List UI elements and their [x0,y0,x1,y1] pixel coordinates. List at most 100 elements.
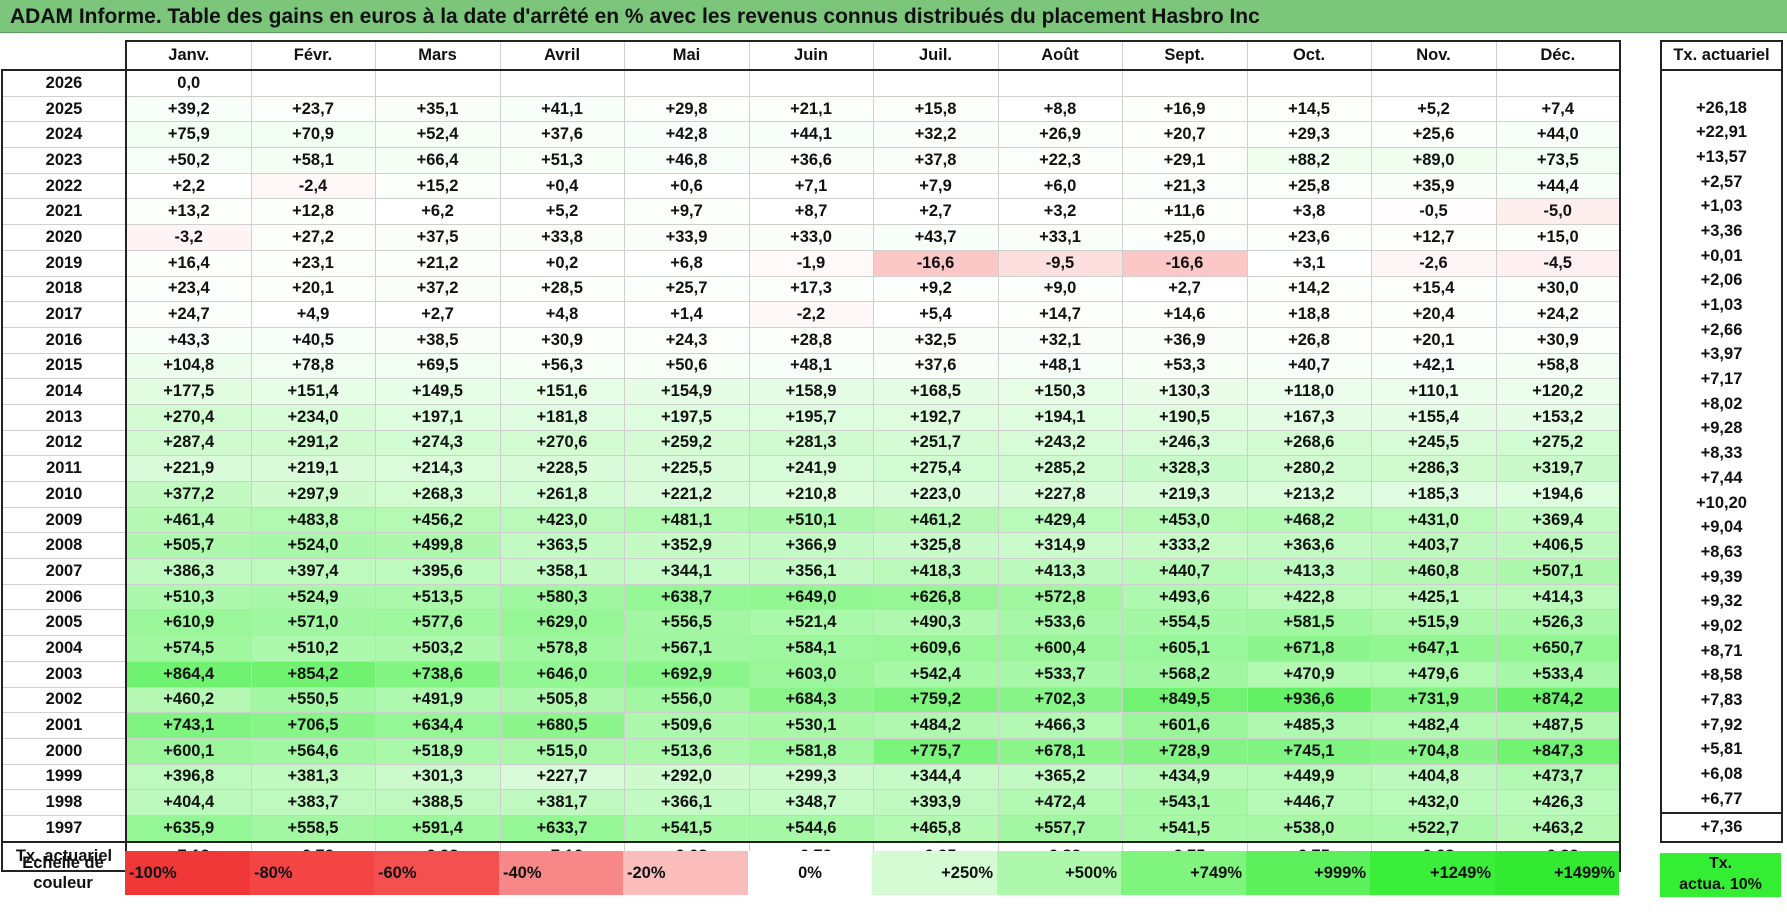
gain-cell: +344,4 [872,763,999,791]
year-row: 2021 +13,2 +12,8 +6,2 +5,2 +9,7 +8,7 +2,7 +3,2 +1… [1,198,1621,226]
gain-cell: +168,5 [872,378,999,405]
color-scale-label-line2: couleur [33,874,93,892]
gain-cell: +35,9 [1370,172,1497,200]
year-label: 2014 [1,378,127,405]
year-row: 2013 +270,4 +234,0 +197,1 +181,8 +197,5 +195,7… [1,403,1621,431]
gain-cell: +246,3 [1121,429,1248,457]
actuarial-rate-cell: +7,83 [1660,688,1783,713]
gain-cell: +468,2 [1246,506,1372,534]
gain-cell: +155,4 [1370,403,1497,431]
gain-cell: +268,3 [374,481,501,508]
gain-cell: +601,6 [1121,712,1248,739]
gain-cell: +44,1 [748,121,874,149]
year-label: 2005 [1,609,127,637]
gain-cell: +32,5 [872,326,999,354]
gain-cell: +524,9 [250,583,376,611]
gain-cell: +44,4 [1495,172,1621,200]
gain-cell: +42,8 [623,121,750,149]
gain-cell: +9,0 [997,275,1123,303]
year-row: 2005 +610,9 +571,0 +577,6 +629,0 +556,5 +521,4… [1,609,1621,637]
actuarial-rate-cell: +2,57 [1660,169,1783,195]
gain-cell: +259,2 [623,429,750,457]
year-row: 2020 -3,2 +27,2 +37,5 +33,8 +33,9 +33,0 +43,7 +3… [1,224,1621,251]
year-row: 2014 +177,5 +151,4 +149,5 +151,6 +154,9 +158,9… [1,378,1621,405]
gain-cell: +287,4 [125,429,252,457]
gain-cell: +29,8 [623,95,750,123]
gain-cell: +23,4 [125,275,252,303]
gain-cell: +550,5 [250,686,376,714]
gain-cell: +23,1 [250,249,376,277]
gain-cell: +578,8 [499,635,625,662]
gain-cell: +167,3 [1246,403,1372,431]
gain-cell: +120,2 [1495,378,1621,405]
gain-cell: +158,9 [748,378,874,405]
gain-cell: +544,6 [748,814,874,843]
year-label: 2020 [1,224,127,251]
year-row: 2022 +2,2 -2,4 +15,2 +0,4 +0,6 +7,1 +7,9 +6,0 +21… [1,172,1621,200]
gain-cell: +130,3 [1121,378,1248,405]
footer-label: Tx. actuariel [1,840,127,872]
gain-cell: +0,4 [499,172,625,200]
year-row: 2002 +460,2 +550,5 +491,9 +505,8 +556,0 +684,3… [1,686,1621,714]
month-header: Août [997,40,1123,71]
gain-cell: +12,8 [250,198,376,226]
actuarial-rate-cell: +1,03 [1660,194,1783,220]
gain-cell: +151,6 [499,378,625,405]
gain-cell [1495,69,1621,97]
gain-cell: -2,6 [1370,249,1497,277]
gain-cell: +692,9 [623,660,750,688]
year-label: 2003 [1,660,127,688]
gain-cell: +366,9 [748,532,874,560]
gain-cell [997,69,1123,97]
gain-cell: +26,8 [1246,326,1372,354]
gain-cell: +638,7 [623,583,750,611]
gain-cell: +9,7 [623,198,750,226]
gain-cell: +558,5 [250,814,376,843]
gain-cell: +53,3 [1121,352,1248,380]
gain-cell: +225,5 [623,455,750,482]
gain-cell: +13,2 [125,198,252,226]
gain-cell: +73,5 [1495,147,1621,174]
gain-cell: +21,1 [748,95,874,123]
gain-cell: +396,8 [125,763,252,791]
gain-cell: +16,4 [125,249,252,277]
color-scale-swatch: +1499% [1495,851,1619,895]
gain-cell: +635,9 [125,814,252,843]
year-label: 2009 [1,506,127,534]
actuarial-rate-cell: +9,39 [1660,564,1783,590]
gain-cell: +118,0 [1246,378,1372,405]
gain-cell: +30,9 [1495,326,1621,354]
gain-cell: +50,2 [125,147,252,174]
gain-cell: +556,0 [623,686,750,714]
gain-cell: +449,9 [1246,763,1372,791]
gain-cell: +369,4 [1495,506,1621,534]
year-row: 2001 +743,1 +706,5 +634,4 +680,5 +509,6 +530,1… [1,712,1621,739]
color-scale-swatch: +1249% [1370,851,1495,895]
gain-cell: -5,0 [1495,198,1621,226]
actuarial-rate-cell: +8,02 [1660,391,1783,417]
gain-cell: +521,4 [748,609,874,637]
year-label: 2012 [1,429,127,457]
gain-cell: +542,4 [872,660,999,688]
gain-cell: +20,7 [1121,121,1248,149]
gain-cell: +261,8 [499,481,625,508]
gain-cell: +33,1 [997,224,1123,251]
gain-cell: +554,5 [1121,609,1248,637]
year-row: 2015 +104,8 +78,8 +69,5 +56,3 +50,6 +48,1 +37,6… [1,352,1621,380]
year-row: 2007 +386,3 +397,4 +395,6 +358,1 +344,1 +356,1… [1,558,1621,585]
gain-cell: +481,1 [623,506,750,534]
actuarial-rate-cell: +13,57 [1660,145,1783,170]
gain-cell: -2,4 [250,172,376,200]
gain-cell: +285,2 [997,455,1123,482]
gain-cell: +24,2 [1495,301,1621,328]
gain-cell: +48,1 [997,352,1123,380]
gain-cell: +874,2 [1495,686,1621,714]
year-row: 2025 +39,2 +23,7 +35,1 +41,1 +29,8 +21,1 +15,8 +… [1,95,1621,123]
gain-cell: +564,6 [250,737,376,765]
gain-cell: +543,1 [1121,789,1248,816]
gain-cell: +849,5 [1121,686,1248,714]
actuarial-rate-cell: +9,04 [1660,515,1783,541]
gain-cell: +491,9 [374,686,501,714]
gain-cell: +270,4 [125,403,252,431]
